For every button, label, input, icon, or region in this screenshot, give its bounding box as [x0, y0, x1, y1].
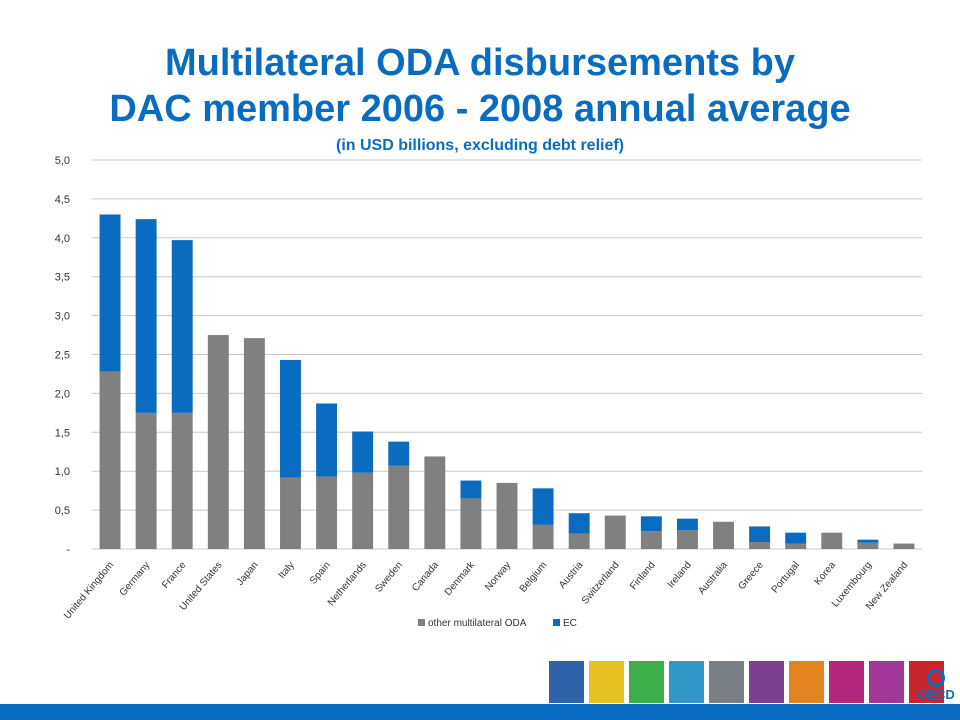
title-line-2: DAC member 2006 - 2008 annual average: [109, 88, 851, 130]
bar-other-multilateral: [352, 472, 374, 549]
logo-tile-icon: [788, 660, 825, 704]
bar-other-multilateral: [749, 541, 771, 549]
bar-ec: [352, 431, 374, 473]
x-tick-label: Spain: [308, 560, 333, 587]
bar-ec: [388, 441, 410, 466]
bar-ec: [316, 403, 338, 477]
legend-label: other multilateral ODA: [428, 618, 527, 629]
chart-subtitle: (in USD billions, excluding debt relief): [335, 137, 625, 154]
bar-chart: - 0,5 1,0 1,5 2,0 2,5 3,0 3,5 4,0 4,5 5,0 United Ki…: [55, 155, 922, 629]
bar-other-multilateral: [676, 530, 698, 549]
chart-title: Multilateral ODA disbursements by DAC me…: [0, 40, 960, 132]
title-line-1: Multilateral ODA disbursements by: [165, 42, 795, 84]
y-tick-label: 5,0: [55, 155, 70, 167]
bar-other-multilateral: [207, 335, 229, 549]
bar-ec: [568, 513, 590, 534]
x-tick-label: Ireland: [666, 560, 694, 590]
bar-other-multilateral: [496, 482, 518, 549]
bar-other-multilateral: [604, 515, 626, 549]
bar-ec: [857, 539, 879, 543]
footer-bar: [0, 704, 960, 720]
legend-label: EC: [563, 618, 577, 629]
y-tick-label: 2,0: [55, 388, 70, 400]
x-tick-label: Norway: [483, 560, 513, 593]
logo-tile-icon: [588, 660, 625, 704]
x-tick-label: Germany: [118, 560, 153, 599]
y-tick-label: 3,0: [55, 311, 70, 323]
x-tick-label: Belgium: [518, 560, 550, 595]
x-tick-label: Korea: [812, 560, 838, 588]
y-tick-label: 4,5: [55, 194, 70, 206]
x-tick-label: Switzerland: [580, 560, 622, 607]
bar-ec: [460, 480, 482, 499]
x-tick-label: France: [160, 560, 189, 591]
y-tick-label: 1,5: [55, 427, 70, 439]
oecd-brand-text: OECD: [917, 686, 955, 702]
bar-other-multilateral: [388, 465, 410, 549]
logo-tile-icon: [628, 660, 665, 704]
bar-other-multilateral: [280, 477, 301, 549]
bar-other-multilateral: [424, 456, 446, 549]
y-tick-label: 1,0: [55, 466, 70, 478]
bar-other-multilateral: [532, 524, 554, 549]
bar-other-multilateral: [857, 542, 879, 549]
bar-other-multilateral: [640, 531, 662, 549]
y-tick-label: -: [66, 544, 70, 556]
bar-other-multilateral: [821, 532, 843, 549]
x-tick-label: Greece: [736, 560, 766, 593]
bar-other-multilateral: [713, 521, 734, 549]
bar-other-multilateral: [135, 412, 157, 549]
bar-ec: [785, 532, 807, 544]
bar-ec: [99, 214, 121, 372]
bar-other-multilateral: [243, 338, 265, 549]
legend-swatch: [418, 619, 425, 626]
y-tick-label: 4,0: [55, 233, 70, 245]
logo-strip: [548, 660, 945, 706]
x-tick-label: Finland: [628, 560, 658, 592]
x-tick-label: Sweden: [373, 560, 405, 595]
logo-tile-icon: [748, 660, 785, 704]
x-tick-label: United Kingdom: [62, 560, 116, 622]
bar-ec: [171, 240, 193, 413]
logo-tile-icon: [668, 660, 705, 704]
logo-tile-icon: [828, 660, 865, 704]
logo-tile-icon: [868, 660, 905, 704]
bar-other-multilateral: [99, 371, 121, 549]
legend-swatch: [553, 619, 560, 626]
x-tick-label: Italy: [277, 560, 297, 581]
bar-other-multilateral: [460, 498, 482, 549]
x-tick-label: Canada: [410, 560, 441, 594]
y-tick-label: 3,5: [55, 272, 70, 284]
oecd-circle-icon: [927, 668, 945, 687]
oecd-logo: OECD: [915, 664, 957, 706]
bar-ec: [640, 516, 662, 532]
bar-other-multilateral: [316, 476, 338, 549]
x-tick-label: Japan: [235, 560, 261, 588]
bar-ec: [280, 359, 301, 478]
bar-ec: [135, 219, 157, 413]
x-tick-label: Portugal: [770, 560, 802, 596]
logo-tile-icon: [548, 660, 585, 704]
bar-other-multilateral: [893, 543, 915, 549]
logo-tile-icon: [708, 660, 745, 704]
y-tick-label: 2,5: [55, 350, 70, 362]
x-tick-label: Australia: [696, 560, 730, 597]
bar-ec: [676, 518, 698, 531]
bar-ec: [532, 488, 554, 525]
bar-other-multilateral: [785, 543, 807, 549]
bar-other-multilateral: [171, 412, 193, 549]
x-tick-label: Austria: [557, 560, 586, 591]
bar-ec: [749, 526, 771, 542]
bar-other-multilateral: [568, 533, 590, 549]
y-tick-label: 0,5: [55, 505, 70, 517]
x-tick-label: Denmark: [443, 559, 478, 598]
